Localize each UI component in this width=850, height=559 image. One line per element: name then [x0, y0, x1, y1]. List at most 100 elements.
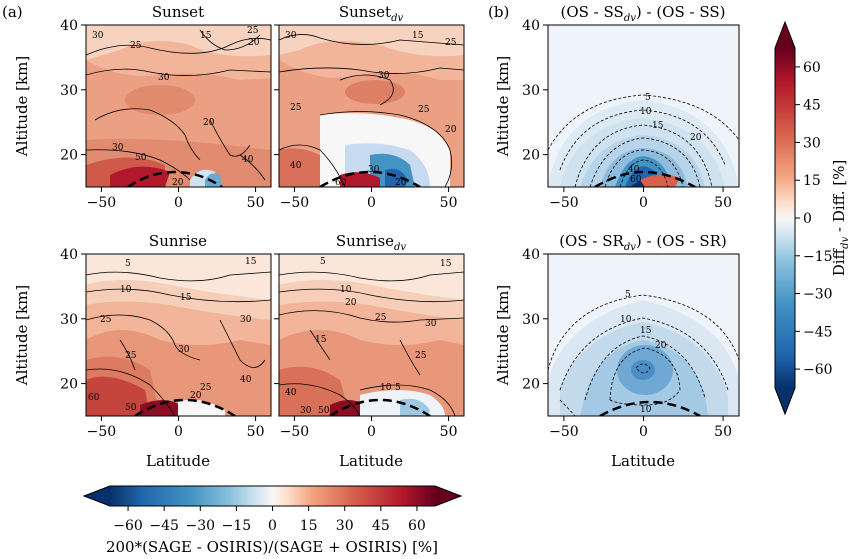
panel-sunset-dv: 30 15 25 25 30 25 20 40 60 30 20 Sunsetd…	[274, 3, 465, 211]
tropopause-line	[127, 170, 223, 187]
field-region	[279, 254, 464, 300]
colorbar-tick-label: 45	[803, 98, 821, 114]
x-tick-label: 0	[367, 195, 376, 211]
y-axis-label: Altitude [km]	[13, 285, 31, 386]
y-tick-label: 30	[522, 83, 540, 99]
y-tick-label: 40	[522, 18, 540, 34]
contour-label: 25	[375, 313, 387, 323]
contour-label: 15	[640, 326, 652, 336]
contour-label: 30	[92, 31, 104, 41]
contour-label: 25	[130, 41, 142, 51]
colorbar-tick-label: 30	[336, 518, 354, 534]
field-region	[279, 25, 464, 57]
contour-label: 20	[395, 178, 407, 188]
contour-label: 15	[440, 259, 452, 269]
contour-label: 15	[200, 31, 212, 41]
colorbar-tick-label: 0	[803, 211, 812, 227]
contour-label: 25	[445, 38, 457, 48]
x-tick-label: −50	[549, 424, 579, 440]
field-region	[125, 85, 195, 115]
contour-labels: 5 10 15 20 25 30 15 25 40 50 10 5 30	[285, 257, 452, 416]
contour-label: 10	[640, 405, 652, 415]
colorbar-tick-label: 30	[803, 135, 821, 151]
tropopause-line	[329, 398, 431, 416]
x-tick-label: −50	[87, 195, 117, 211]
contour-label: 30	[240, 315, 252, 325]
colorbar-tick-label: 60	[803, 60, 821, 76]
contour-label: 30	[112, 143, 124, 153]
contour-label: 15	[180, 293, 192, 303]
y-axis-label: Altitude [km]	[494, 285, 512, 386]
panel-sunrise-dv: 5 10 15 20 25 30 15 25 40 50 10 5 30 Sun…	[274, 232, 465, 470]
colorbar-tick-label: −30	[186, 518, 216, 534]
x-tick-label: 0	[174, 424, 183, 440]
contour-label: 30	[285, 31, 297, 41]
x-tick-label: 50	[440, 195, 458, 211]
contour-lines	[279, 34, 464, 187]
colorbar-gradient	[775, 48, 795, 388]
colorbar-tick-label: −60	[113, 518, 143, 534]
contour-label: 20	[655, 341, 667, 351]
colorbar-label: Diffdv - Diff. [%]	[830, 160, 850, 277]
contour-label: 10	[380, 383, 392, 393]
panel-title: Sunsetdv	[339, 3, 404, 24]
contour-label: 40	[628, 165, 640, 175]
y-tick-label: 30	[60, 83, 78, 99]
contour-labels: 30 25 15 25 20 30 20 30 40 50 20	[92, 26, 260, 188]
field-region	[279, 280, 464, 320]
colorbar-extend-min	[84, 486, 110, 506]
colorbar-frame	[774, 20, 796, 416]
x-tick-label: −50	[280, 424, 310, 440]
colorbar-extend-min	[775, 388, 795, 414]
y-tick-label: 20	[522, 377, 540, 393]
tropopause-line	[599, 400, 701, 416]
panel-sunrise: 5 10 15 15 25 30 25 30 40 50 60 20 25 Su…	[13, 232, 272, 470]
x-axis-label: Latitude	[611, 452, 675, 470]
x-tick-label: 0	[367, 424, 376, 440]
contour-label: 5	[395, 383, 401, 393]
contour-label: 15	[315, 335, 327, 345]
contour-label: 60	[630, 175, 642, 185]
x-tick-label: 50	[714, 195, 732, 211]
field-region	[340, 172, 380, 187]
contour-lines	[279, 271, 464, 416]
colorbar-right: 60 45 30 15 0 −15 −30 −45 −60 Diffdv - Diff. [%]	[774, 20, 850, 416]
x-tick-label: 0	[639, 424, 648, 440]
colorbar-extend-max	[435, 486, 461, 506]
contour-label: 5	[645, 93, 651, 103]
colorbar-tick-label: 0	[268, 518, 277, 534]
x-tick-label: 0	[639, 195, 648, 211]
contour-label: 25	[247, 26, 259, 36]
contour-label: 60	[88, 393, 100, 403]
contour-label: 20	[345, 298, 357, 308]
colorbar-label: 200*(SAGE - OSIRIS)/(SAGE + OSIRIS) [%]	[106, 538, 438, 556]
colorbar-tick-label: −15	[803, 249, 833, 265]
field-region	[631, 360, 655, 380]
colorbar-gradient	[110, 486, 435, 506]
y-axis-label: Altitude [km]	[494, 56, 512, 157]
contour-label: 20	[445, 125, 457, 135]
field-region	[205, 173, 222, 187]
panel-b-label: (b)	[488, 3, 509, 21]
field-region	[86, 254, 271, 300]
contour-lines	[86, 29, 271, 181]
panel-sunset: 30 25 15 25 20 30 20 30 40 50 20 Sunset …	[13, 3, 272, 211]
y-tick-label: 20	[60, 148, 78, 164]
contour-label: 5	[320, 257, 326, 267]
y-tick-label: 40	[522, 247, 540, 263]
contour-label: 30	[300, 406, 312, 416]
contour-label: 40	[240, 375, 252, 385]
colorbar-tick-label: −60	[803, 362, 833, 378]
field-region	[86, 280, 271, 320]
field-region	[110, 166, 170, 187]
y-tick-label: 20	[60, 377, 78, 393]
contour-label: 10	[120, 285, 132, 295]
contour-label: 50	[125, 403, 137, 413]
panel-title: Sunset	[152, 3, 204, 21]
tropopause-line	[594, 170, 696, 187]
contour-label: 10	[340, 285, 352, 295]
colorbar-tick-label: 15	[803, 173, 821, 189]
x-tick-label: 0	[174, 195, 183, 211]
y-tick-label: 30	[522, 312, 540, 328]
